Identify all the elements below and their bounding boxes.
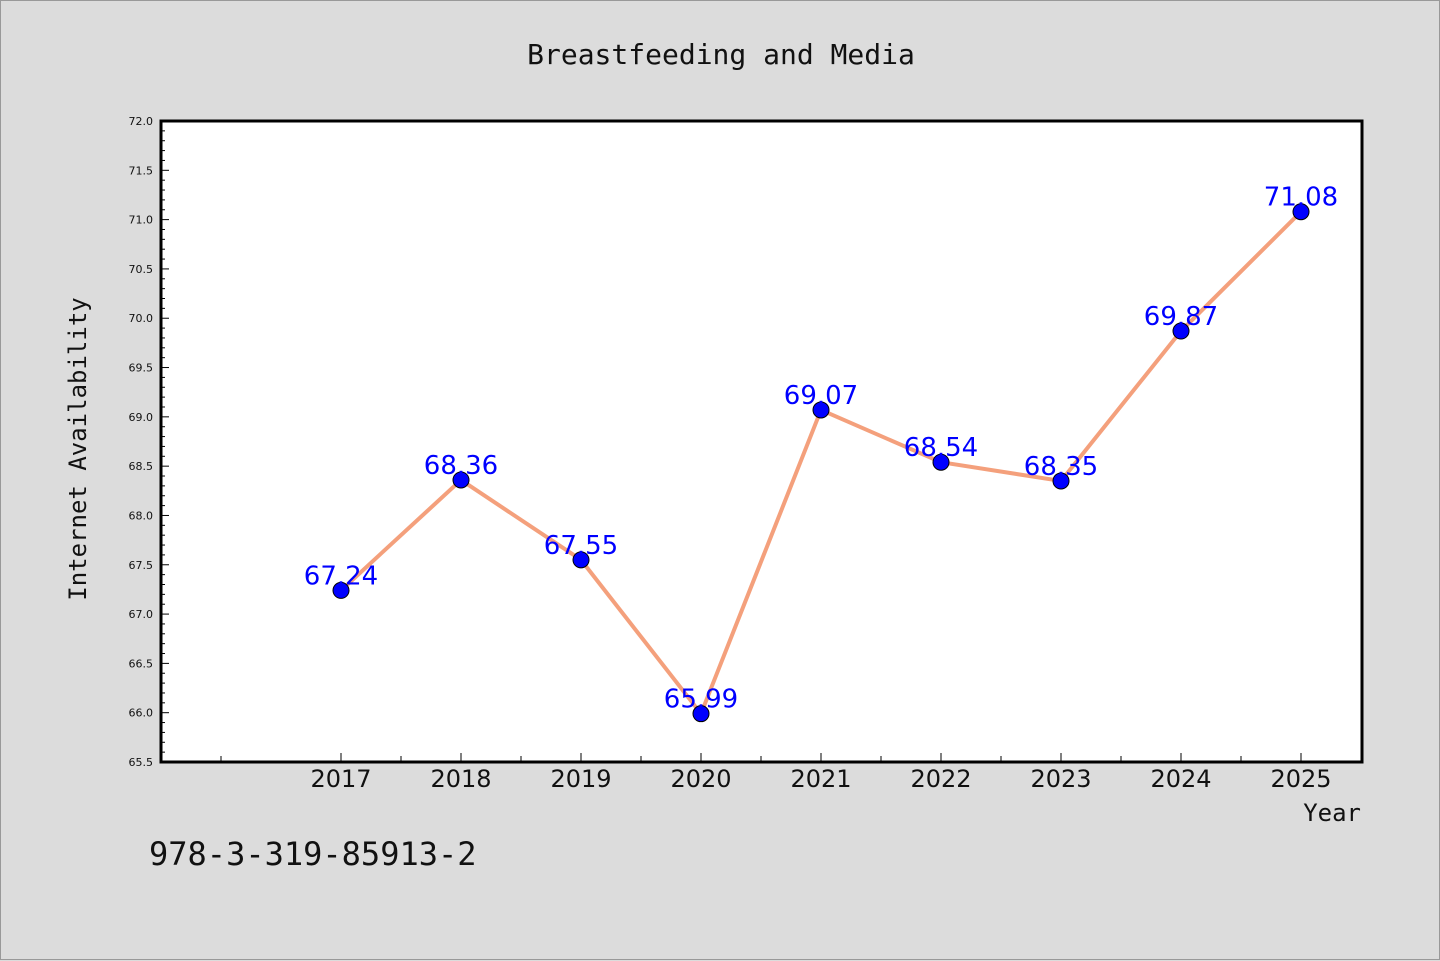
data-point — [932, 453, 950, 471]
x-axis-label: Year — [1303, 799, 1361, 827]
plot-area — [159, 119, 1364, 764]
y-axis-label: Internet Availability — [64, 297, 92, 600]
y-tick-label: 71.5 — [129, 164, 154, 177]
data-label: 67.55 — [544, 531, 618, 561]
data-point — [812, 401, 830, 419]
x-axis: 2017 2018 2019 2020 2021 2022 2023 2024 2025 — [220, 753, 1332, 793]
data-label: 67.24 — [304, 561, 378, 591]
x-tick-label: 2018 — [430, 765, 491, 793]
y-tick-label: 65.5 — [129, 756, 154, 769]
x-tick-label: 2020 — [670, 765, 731, 793]
x-tick-label: 2022 — [910, 765, 971, 793]
y-tick-label: 70.0 — [129, 312, 154, 325]
x-tick-label: 2025 — [1270, 765, 1331, 793]
x-tick-label: 2021 — [790, 765, 851, 793]
y-axis: 65.5 66.0 66.5 67.0 67.5 68.0 68.5 69.0 69.5 70.0… — [129, 115, 169, 769]
y-tick-label: 67.0 — [129, 608, 154, 621]
y-tick-label: 66.0 — [129, 707, 154, 720]
y-tick-label: 69.0 — [129, 411, 154, 424]
data-label: 68.54 — [904, 433, 978, 463]
series-layer: 67.24 68.36 67.55 65.99 69.07 68.54 68.35 69.87… — [304, 183, 1338, 723]
y-tick-label: 66.5 — [129, 657, 154, 670]
y-tick-label: 67.5 — [129, 559, 154, 572]
data-label: 69.87 — [1144, 302, 1218, 332]
x-tick-label: 2019 — [550, 765, 611, 793]
data-point — [1172, 322, 1190, 340]
data-label: 71.08 — [1264, 183, 1338, 213]
chart-title: Breastfeeding and Media — [527, 38, 915, 71]
data-label: 65.99 — [664, 685, 738, 715]
data-label: 68.35 — [1024, 452, 1098, 482]
y-tick-label: 71.0 — [129, 214, 154, 227]
x-tick-label: 2017 — [310, 765, 371, 793]
data-point — [692, 705, 710, 723]
y-tick-label: 70.5 — [129, 263, 154, 276]
x-tick-label: 2023 — [1030, 765, 1091, 793]
data-point — [572, 551, 590, 569]
data-point — [452, 471, 470, 489]
x-tick-label: 2024 — [1150, 765, 1211, 793]
footer-text: 978-3-319-85913-2 — [149, 835, 477, 873]
data-point — [332, 581, 350, 599]
y-tick-label: 68.0 — [129, 509, 154, 522]
y-tick-label: 72.0 — [129, 115, 154, 128]
data-label: 68.36 — [424, 451, 498, 481]
y-tick-label: 68.5 — [129, 460, 154, 473]
y-tick-label: 69.5 — [129, 362, 154, 375]
data-point — [1292, 203, 1310, 221]
data-label: 69.07 — [784, 381, 858, 411]
data-point — [1052, 472, 1070, 490]
